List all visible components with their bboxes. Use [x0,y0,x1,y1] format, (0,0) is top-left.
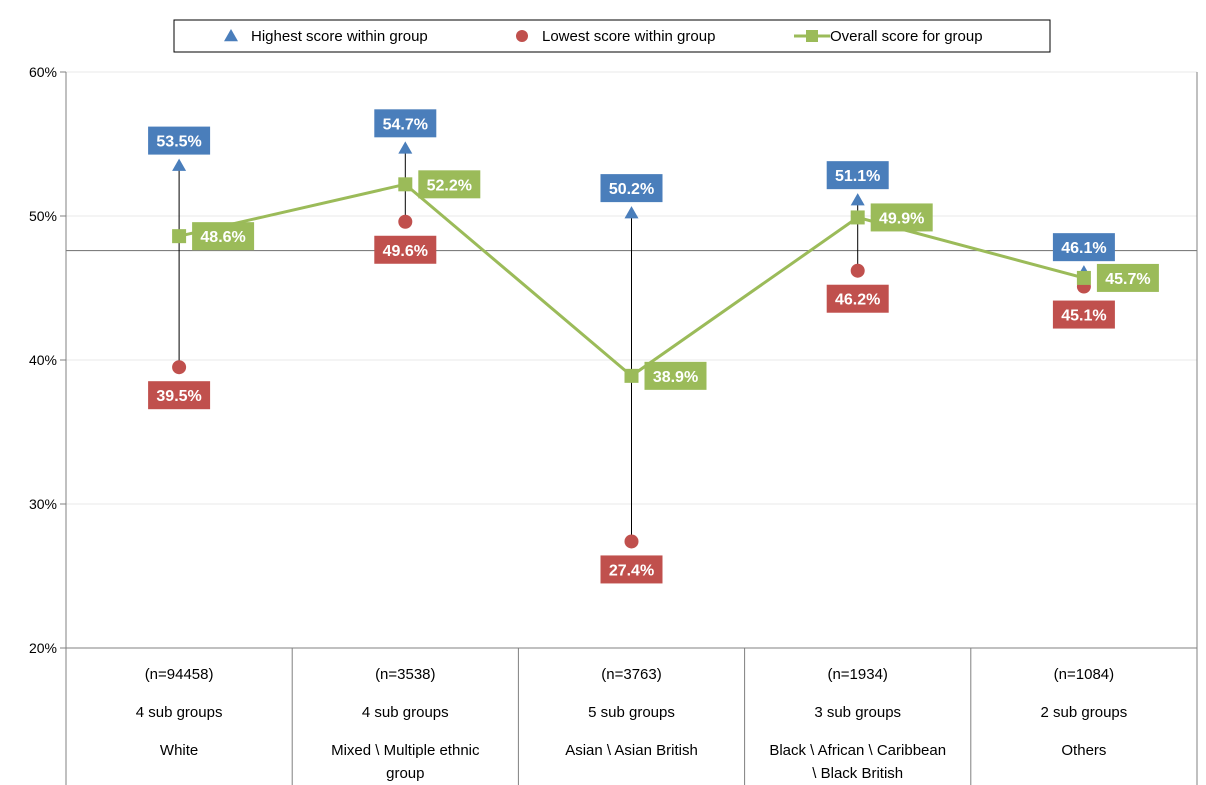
lowest-score-label-text: 39.5% [156,388,201,405]
y-tick-label: 30% [29,496,57,512]
overall-score-label-box [644,361,707,390]
category-name-label: Mixed \ Multiple ethnic [331,742,480,759]
category-labels: (n=94458) 4 sub groups White (n=3538) 4 sub … [136,666,1128,782]
overall-score-label-box [192,222,255,251]
category-subgroups-label: 4 sub groups [362,704,449,721]
category-subgroups-label: 5 sub groups [588,704,675,721]
legend-lowest-label: Lowest score within group [542,28,715,45]
overall-score-label-text: 45.7% [1105,271,1150,288]
overall-score-label: 49.9% [870,203,933,232]
highest-score-marker [172,158,187,171]
highest-score-label: 53.5% [148,126,211,155]
overall-score-marker [1076,270,1091,285]
category-name-label: White [160,742,198,759]
lowest-score-label-box [1052,300,1115,329]
category-subgroups-label: 4 sub groups [136,704,223,721]
highest-score-label: 51.1% [826,161,889,190]
lowest-score-label-text: 27.4% [609,562,654,579]
overall-score-label-text: 48.6% [200,229,245,246]
overall-score-marker [172,229,187,244]
overall-score-label-box [1096,263,1159,292]
overall-score-label: 38.9% [644,361,707,390]
category-n-label: (n=94458) [145,666,214,683]
overall-score-label: 45.7% [1096,263,1159,292]
lowest-score-label-text: 45.1% [1061,308,1106,325]
category-name-label: \ Black British [812,765,903,782]
markers [172,141,1091,549]
highest-score-label-box [1052,233,1115,262]
overall-score-label-box [870,203,933,232]
lowest-score-label: 46.2% [826,284,889,313]
highest-score-label-text: 53.5% [156,134,201,151]
overall-score-marker [624,368,639,383]
category-subgroups-label: 2 sub groups [1041,704,1128,721]
lowest-score-label: 39.5% [148,381,211,410]
overall-score-label: 48.6% [192,222,255,251]
lowest-score-label-box [148,381,211,410]
highest-score-label-box [826,161,889,190]
lowest-score-label: 49.6% [374,235,437,264]
y-tick-label: 20% [29,640,57,656]
highest-score-label-box [148,126,211,155]
legend-highest-icon [224,29,238,42]
highest-score-label: 46.1% [1052,233,1115,262]
legend-overall-icon [806,30,818,42]
highest-score-label-text: 46.1% [1061,240,1106,257]
lowest-score-label: 45.1% [1052,300,1115,329]
highest-score-label: 50.2% [600,174,663,203]
category-n-label: (n=1084) [1054,666,1114,683]
highest-score-label-text: 50.2% [609,181,654,198]
highest-score-label-text: 54.7% [383,116,428,133]
category-n-label: (n=3538) [375,666,435,683]
y-tick-label: 40% [29,352,57,368]
overall-score-label-box [418,170,481,199]
highest-score-label-box [600,174,663,203]
lowest-score-marker [398,214,413,229]
category-name-label: Black \ African \ Caribbean [769,742,946,759]
overall-score-label-text: 52.2% [427,177,472,194]
axes: 20% 30% 40% 50% 60% [29,64,1198,785]
highest-score-label-text: 51.1% [835,168,880,185]
overall-score-marker [398,177,413,192]
legend-lowest-icon [516,30,528,42]
legend-box [173,19,1051,53]
overall-score-label: 52.2% [418,170,481,199]
category-name-label: Others [1061,742,1106,759]
legend-highest-label: Highest score within group [251,28,428,45]
category-n-label: (n=1934) [827,666,887,683]
highest-score-label: 54.7% [374,109,437,138]
lowest-score-label-box [600,555,663,584]
lowest-score-label-text: 49.6% [383,243,428,260]
legend: Highest score within group Lowest score w… [173,19,1051,53]
lowest-score-label-box [826,284,889,313]
category-name-label: Asian \ Asian British [565,742,698,759]
lowest-score-marker [624,534,639,549]
category-name-label: group [386,765,424,782]
overall-score-marker [850,210,865,225]
legend-overall-label: Overall score for group [830,28,983,45]
lowest-score-marker [850,263,865,278]
overall-score-label-text: 38.9% [653,369,698,386]
highest-score-label-box [374,109,437,138]
lowest-score-label-text: 46.2% [835,292,880,309]
category-n-label: (n=3763) [601,666,661,683]
highest-score-marker [850,193,865,206]
lowest-score-marker [172,360,187,375]
lowest-score-label-box [374,235,437,264]
category-subgroups-label: 3 sub groups [814,704,901,721]
data-labels: 53.5% 39.5% 48.6% 54.7% 49.6% 52.2% 50.2% 27.4%… [148,109,1159,584]
y-tick-label: 60% [29,64,57,80]
lowest-score-label: 27.4% [600,555,663,584]
highest-score-marker [398,141,413,154]
highest-score-marker [624,206,639,219]
overall-score-label-text: 49.9% [879,210,924,227]
y-tick-label: 50% [29,208,57,224]
